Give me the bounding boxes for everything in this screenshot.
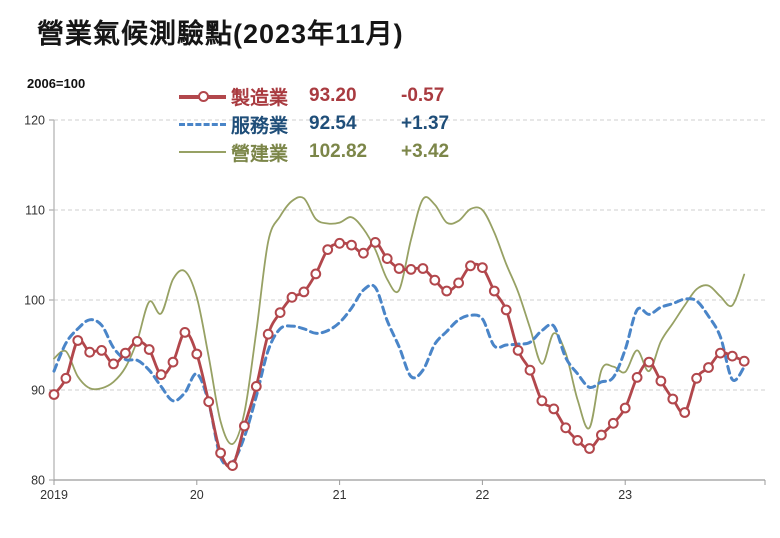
services-line xyxy=(52,283,746,467)
y-tick-label: 90 xyxy=(31,384,45,398)
manufacturing-marker xyxy=(738,355,750,367)
page-title: 營業氣候測驗點(2023年11月) xyxy=(37,19,404,49)
manufacturing-marker xyxy=(679,407,691,418)
manufacturing-marker xyxy=(500,304,512,316)
manufacturing-marker xyxy=(560,422,572,434)
construction-line-sample xyxy=(179,144,226,160)
y-tick-label: 80 xyxy=(31,474,45,488)
manufacturing-marker xyxy=(167,356,179,368)
manufacturing-marker xyxy=(96,345,107,356)
manufacturing-marker xyxy=(120,347,131,359)
y-tick-label: 120 xyxy=(24,114,45,128)
manufacturing-marker xyxy=(429,274,441,286)
manufacturing-marker xyxy=(667,393,679,405)
x-tick-label: 22 xyxy=(475,488,489,502)
legend-label-manufacturing: 製造業 xyxy=(231,87,289,109)
manufacturing-marker xyxy=(453,277,465,289)
legend-value-manufacturing: 93.20 xyxy=(309,85,357,106)
manufacturing-marker xyxy=(572,435,583,446)
manufacturing-marker xyxy=(48,389,60,400)
x-tick-label: 21 xyxy=(333,488,347,502)
manufacturing-marker xyxy=(369,237,381,248)
manufacturing-marker xyxy=(143,344,155,355)
manufacturing-marker xyxy=(691,372,702,384)
manufacturing-marker xyxy=(488,285,500,297)
manufacturing-marker xyxy=(631,372,643,383)
manufacturing-marker xyxy=(346,239,357,251)
legend-change-services: +1.37 xyxy=(401,113,450,134)
legend-row-construction: 營建業 102.82 +3.42 xyxy=(179,140,450,165)
manufacturing-marker xyxy=(358,247,369,259)
manufacturing-marker xyxy=(322,244,334,256)
manufacturing-marker xyxy=(155,369,167,381)
axis-baseline-note: 2006=100 xyxy=(27,76,86,91)
manufacturing-marker xyxy=(72,335,84,346)
legend-value-services: 92.54 xyxy=(309,113,357,134)
manufacturing-marker xyxy=(239,420,250,432)
manufacturing-marker xyxy=(215,447,227,459)
manufacturing-marker xyxy=(477,262,488,274)
manufacturing-marker xyxy=(607,417,619,429)
manufacturing-marker xyxy=(726,350,738,362)
manufacturing-marker xyxy=(310,268,322,280)
services-line-sample xyxy=(179,116,226,132)
manufacturing-marker xyxy=(179,327,191,338)
manufacturing-marker xyxy=(381,253,393,265)
manufacturing-marker xyxy=(512,345,524,356)
manufacturing-marker xyxy=(286,291,298,303)
manufacturing-marker xyxy=(548,403,560,415)
manufacturing-marker xyxy=(524,364,536,376)
manufacturing-marker xyxy=(536,395,548,407)
manufacturing-line-sample xyxy=(179,88,226,104)
manufacturing-marker xyxy=(441,285,453,297)
x-tick-label: 23 xyxy=(618,488,632,502)
manufacturing-marker xyxy=(250,381,262,392)
manufacturing-marker xyxy=(393,263,405,274)
legend-change-manufacturing: -0.57 xyxy=(401,85,445,106)
manufacturing-marker xyxy=(298,286,310,298)
x-tick-label: 20 xyxy=(190,488,204,502)
legend: 製造業 93.20 -0.57 服務業 92.54 +1.37 營建業 102.… xyxy=(179,84,450,165)
y-tick-label: 100 xyxy=(24,294,45,308)
manufacturing-marker xyxy=(417,263,429,274)
services-series xyxy=(52,283,746,467)
y-tick-label: 110 xyxy=(25,204,45,218)
manufacturing-marker xyxy=(405,264,417,275)
manufacturing-marker xyxy=(131,336,143,347)
manufacturing-series xyxy=(48,237,750,472)
construction-series xyxy=(53,196,746,445)
manufacturing-marker xyxy=(262,328,274,340)
legend-change-construction: +3.42 xyxy=(401,141,450,162)
x-tick-label: 2019 xyxy=(40,488,68,502)
manufacturing-marker xyxy=(584,443,595,454)
legend-value-construction: 102.82 xyxy=(309,141,368,162)
legend-row-manufacturing: 製造業 93.20 -0.57 xyxy=(179,84,449,109)
manufacturing-marker xyxy=(703,362,714,373)
legend-label-services: 服務業 xyxy=(231,115,289,137)
construction-line xyxy=(53,196,746,445)
manufacturing-marker xyxy=(715,347,726,359)
manufacturing-marker xyxy=(596,429,607,441)
manufacturing-marker xyxy=(108,358,119,370)
manufacturing-marker xyxy=(60,372,72,384)
manufacturing-marker xyxy=(227,460,238,472)
manufacturing-marker xyxy=(643,356,655,368)
manufacturing-marker xyxy=(619,402,631,414)
manufacturing-marker xyxy=(334,237,346,249)
marker-dot-icon xyxy=(197,91,209,102)
manufacturing-marker xyxy=(191,348,203,360)
manufacturing-marker xyxy=(465,260,476,272)
legend-label-construction: 營建業 xyxy=(231,143,289,165)
manufacturing-marker xyxy=(203,396,215,408)
manufacturing-marker xyxy=(84,346,96,358)
manufacturing-marker xyxy=(655,375,667,387)
manufacturing-marker xyxy=(274,307,286,319)
legend-row-services: 服務業 92.54 +1.37 xyxy=(179,112,450,137)
